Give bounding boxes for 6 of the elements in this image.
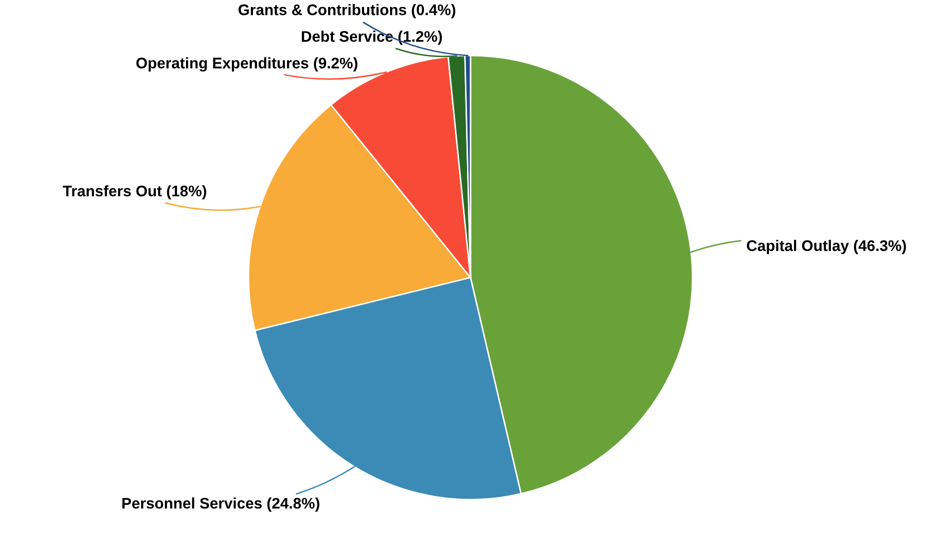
slice-label: Capital Outlay (46.3%) (746, 240, 906, 254)
slice-label: Debt Service (1.2%) (302, 30, 442, 45)
slice-label: Operating Expenditures (9.2%) (136, 57, 358, 72)
slice-label: Grants & Contributions (0.4%) (238, 4, 456, 18)
slice-label: Transfers Out (18%) (62, 185, 206, 200)
slice-label: Personnel Services (24.8%) (122, 497, 320, 512)
